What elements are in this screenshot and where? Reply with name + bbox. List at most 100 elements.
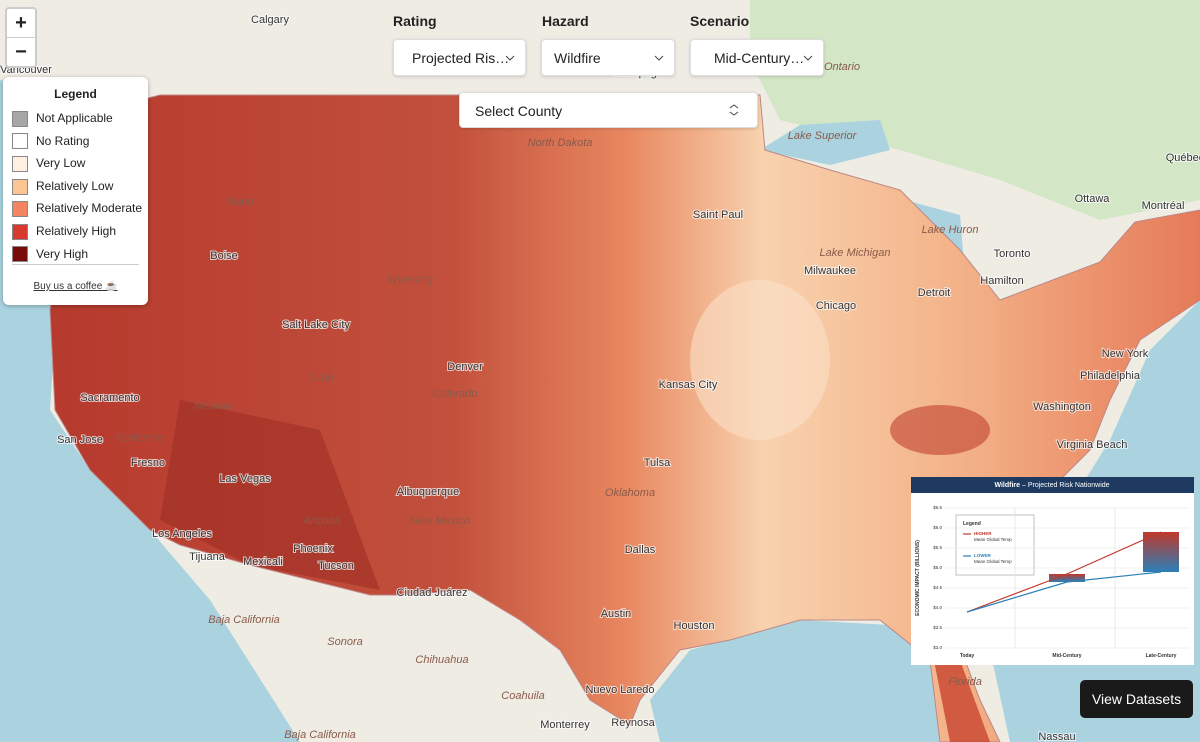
legend-swatch <box>12 133 28 150</box>
place-label: Las Vegas <box>219 473 271 485</box>
midwest-low <box>690 280 830 440</box>
legend-swatch <box>12 178 28 195</box>
legend-note: Mean Global Temp <box>974 559 1012 564</box>
place-label: Washington <box>1033 401 1091 413</box>
place-label: Ontario <box>824 61 860 73</box>
legend-label: Not Applicable <box>36 111 113 125</box>
place-label: Dallas <box>625 544 656 556</box>
scenario-value: Mid-Century… <box>714 50 805 66</box>
inset-legend-title: Legend <box>963 521 981 527</box>
range-box <box>1049 574 1085 582</box>
lake-superior <box>760 120 890 165</box>
place-label: New York <box>1102 348 1149 360</box>
legend-title: Legend <box>54 87 97 101</box>
legend-label: Relatively High <box>36 224 117 238</box>
place-label: Los Angeles <box>152 528 212 540</box>
chevron <box>505 55 515 61</box>
county-select[interactable]: Select County <box>459 92 758 128</box>
place-label: Phoenix <box>293 543 333 555</box>
zoom-in[interactable]: + <box>15 12 27 34</box>
scenario-select[interactable]: Mid-Century… <box>690 39 824 76</box>
series-line <box>966 531 1162 613</box>
place-label: San Jose <box>57 434 103 446</box>
series-line <box>966 571 1162 613</box>
place-label: Boise <box>210 250 238 262</box>
y-tick-label: $6.0 <box>933 525 942 530</box>
hazard-label: Hazard <box>542 13 589 29</box>
place-label: Kansas City <box>659 379 718 391</box>
legend-label: Relatively Low <box>36 178 114 193</box>
y-tick-label: $4.5 <box>933 585 942 590</box>
legend-label: No Rating <box>36 133 90 148</box>
inset-title: Wildfire – Projected Risk Nationwide <box>994 482 1109 489</box>
legend-swatch <box>12 246 28 263</box>
place-label: Tulsa <box>644 457 671 469</box>
rating-select[interactable]: Projected Ris… <box>393 39 526 76</box>
legend-item: Relatively Low <box>12 177 113 195</box>
zoom-out[interactable]: − <box>7 37 35 66</box>
inset-plot: $3.0 $3.5 $4.0 $4.5 $5.0 $5.5 $6.0 $6.5 Today Mid… <box>933 505 1189 659</box>
legend-label: Relatively Moderate <box>36 201 143 216</box>
place-label: Lake Superior <box>788 130 858 142</box>
coffee-link[interactable]: Buy us a coffee ☕ <box>33 281 118 292</box>
scenario-label: Scenario <box>690 13 750 29</box>
x-tick-label: Mid-Century <box>1052 653 1081 659</box>
place-label: Nevada <box>194 400 232 412</box>
place-label: Nuevo Laredo <box>585 684 654 696</box>
legend-item: Very High <box>12 245 88 263</box>
place-label: Colorado <box>433 388 478 400</box>
place-label: Saint Paul <box>693 209 743 221</box>
gulf <box>650 620 950 742</box>
place-label: Austin <box>601 608 632 620</box>
place-label: Salt Lake City <box>282 319 350 331</box>
place-label: Toronto <box>994 248 1031 260</box>
place-label: Québec <box>1166 152 1200 164</box>
legend-item: Not Applicable <box>12 109 113 127</box>
legend-swatch <box>12 223 28 240</box>
legend-swatch <box>12 156 28 173</box>
place-label: Houston <box>674 620 715 632</box>
legend-label: Very Low <box>36 156 86 171</box>
y-tick-label: $5.0 <box>933 565 942 570</box>
legend-item: Relatively High <box>12 222 116 240</box>
place-label: Sonora <box>327 636 362 648</box>
place-label: California <box>117 432 163 444</box>
legend-note: Mean Global Temp <box>974 537 1012 542</box>
legend: Legend Not Applicable No Rating Very Low Re… <box>3 77 148 305</box>
place-label: Tucson <box>318 560 354 572</box>
legend-label: Very High <box>36 246 89 261</box>
appalachia-high <box>890 405 990 455</box>
updown <box>729 104 739 116</box>
hazard-select[interactable]: Wildfire <box>541 39 675 76</box>
place-label: Lake Huron <box>922 224 979 236</box>
view-datasets-button[interactable]: View Datasets <box>1080 680 1193 718</box>
y-tick-label: $3.5 <box>933 625 942 630</box>
legend-item: Very Low <box>12 154 86 173</box>
y-tick-label: $6.5 <box>933 505 942 510</box>
county-select-text: Select County <box>475 103 563 119</box>
place-label: Mexicali <box>243 556 283 568</box>
rating-label: Rating <box>393 13 437 29</box>
legend-swatch <box>12 110 28 127</box>
place-label: New Mexico <box>410 515 470 527</box>
place-label: Tijuana <box>189 551 226 563</box>
place-label: Chihuahua <box>415 654 468 666</box>
place-label: Denver <box>447 361 483 373</box>
canada-forest <box>750 0 1200 220</box>
place-label: Montréal <box>1142 200 1185 212</box>
place-label: Virginia Beach <box>1057 439 1128 451</box>
place-label: Reynosa <box>611 717 655 729</box>
inset-chart[interactable]: Wildfire – Projected Risk Nationwide ECO… <box>911 477 1194 665</box>
place-label: Ottawa <box>1075 193 1111 205</box>
place-label: Calgary <box>251 14 289 26</box>
place-label: Baja California <box>284 729 356 741</box>
chevron <box>654 55 664 61</box>
inset-title-bar <box>911 477 1194 493</box>
place-label: Monterrey <box>540 719 590 731</box>
inset-title-rest: – Projected Risk Nationwide <box>1022 482 1110 489</box>
place-label: Milwaukee <box>804 265 856 277</box>
florida <box>930 640 990 742</box>
x-tick-label: Today <box>960 653 975 659</box>
place-label: Fresno <box>131 457 165 469</box>
